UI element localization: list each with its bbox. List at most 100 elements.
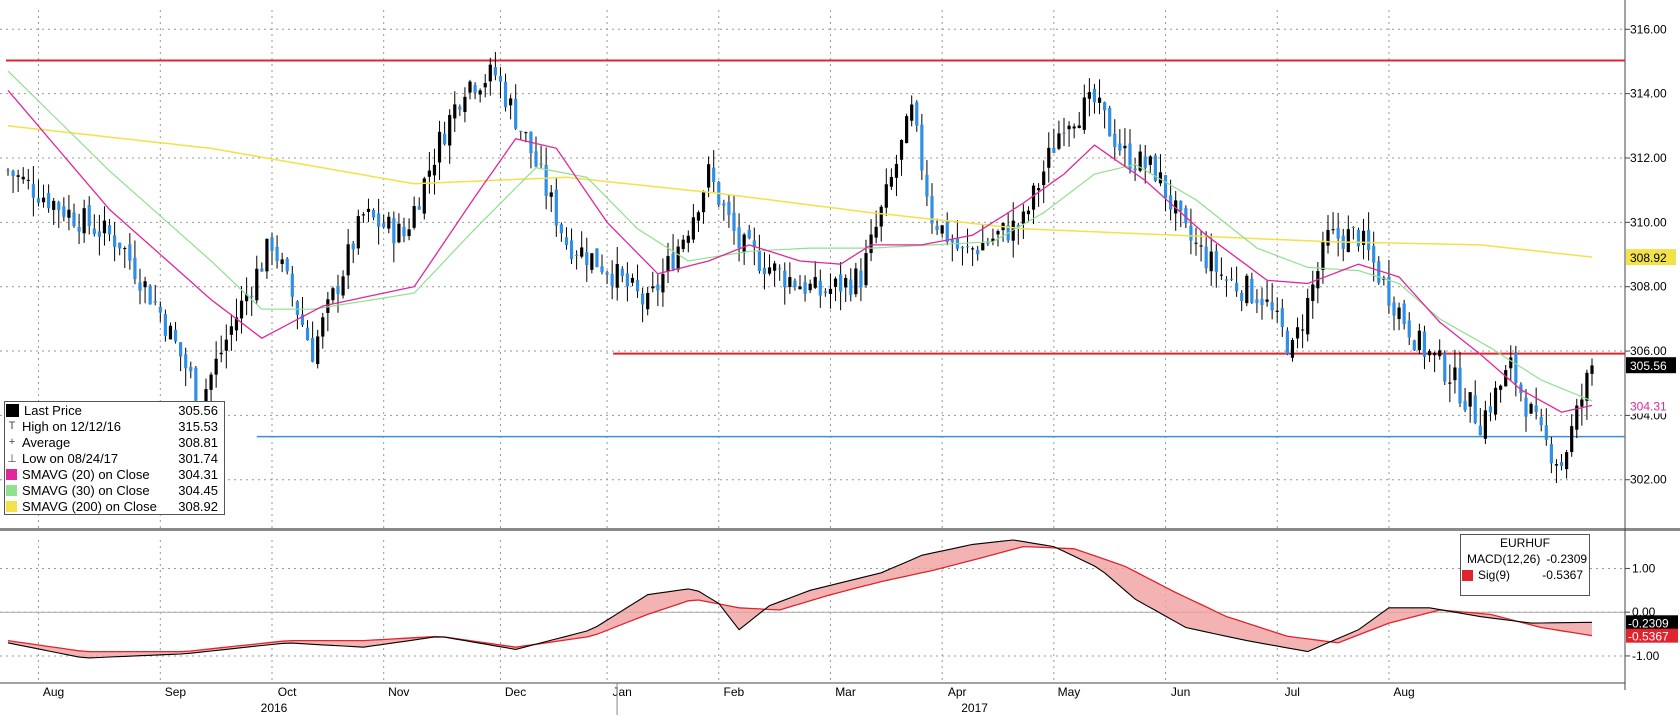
candle-body [1351, 226, 1355, 228]
candle-body [331, 288, 335, 301]
candle-body [1356, 229, 1361, 247]
candle [666, 242, 670, 284]
candle-body [1204, 246, 1208, 269]
x-year-label: 2016 [261, 701, 288, 715]
candle-body [239, 300, 244, 319]
candle-body [519, 130, 523, 132]
candle-body [97, 231, 101, 237]
candle [1392, 296, 1396, 331]
candle-body [234, 317, 239, 331]
candle-body [371, 210, 376, 218]
candle [1524, 389, 1528, 432]
candle [1407, 312, 1411, 345]
sma200-value-label: 308.92 [1630, 251, 1667, 265]
main-legend-item: + Average 308.81 [5, 434, 224, 450]
candle-body [595, 248, 599, 267]
candle-body [971, 248, 975, 250]
candle-body [935, 225, 939, 231]
candle-body [432, 164, 437, 176]
candle-body [427, 170, 431, 177]
candle-body [204, 389, 208, 410]
candle-body [397, 223, 401, 243]
candle-body [62, 206, 66, 217]
candle [412, 196, 416, 230]
candle [1214, 244, 1218, 288]
candle [1458, 351, 1462, 408]
candle [47, 184, 51, 213]
x-month-label: Jun [1171, 685, 1190, 699]
candle-body [1499, 385, 1503, 390]
candle-body [1443, 353, 1447, 382]
candle [1037, 183, 1041, 207]
candle-body [402, 227, 406, 237]
candle-body [849, 279, 853, 295]
candle [894, 154, 899, 197]
candle [1478, 408, 1482, 436]
candle-body [1504, 370, 1508, 387]
macd-value-bg [1626, 615, 1678, 630]
candle-body [47, 192, 51, 209]
legend-label: Low on 08/24/17 [22, 450, 119, 466]
candle-body [778, 268, 782, 270]
candle [1534, 387, 1538, 420]
candle-body [1174, 200, 1178, 214]
x-month-label: Aug [1393, 685, 1414, 699]
candle [920, 113, 924, 180]
candle [600, 254, 604, 275]
candle [641, 287, 645, 323]
candle-body [646, 292, 650, 310]
candle [1372, 231, 1376, 282]
candle [1483, 400, 1487, 444]
candle [417, 197, 421, 210]
candle [686, 230, 690, 253]
candle-body [1544, 425, 1548, 440]
candle-body [1367, 230, 1371, 251]
candle [1113, 119, 1117, 161]
candle-body [1052, 147, 1056, 153]
candle [844, 274, 848, 303]
candle-body [493, 67, 497, 76]
legend-symbol: T [8, 420, 16, 432]
candle [21, 167, 25, 184]
candle-body [498, 76, 503, 82]
candle [1031, 182, 1036, 225]
signal-line [7, 545, 1593, 653]
candle [1351, 226, 1355, 240]
legend-value: 305.56 [178, 402, 218, 418]
candle-body [478, 90, 482, 95]
candle [214, 341, 218, 388]
candle-body [889, 176, 893, 187]
candle-body [184, 354, 188, 369]
candle [326, 291, 330, 332]
sma200-value-label-bg [1626, 249, 1676, 266]
candle [1108, 105, 1112, 137]
legend-label: SMAVG (200) on Close [22, 498, 157, 514]
candle [823, 288, 827, 297]
x-month-label: Feb [724, 685, 745, 699]
candle-body [1118, 143, 1122, 151]
candle [67, 195, 71, 231]
candle-body [448, 114, 452, 146]
candle-body [407, 229, 411, 237]
candle [935, 218, 939, 235]
last-price-label-bg [1626, 357, 1676, 374]
candle-body [1514, 353, 1518, 383]
candle-body [153, 301, 157, 303]
candle [1245, 273, 1249, 307]
candle-body [102, 220, 107, 234]
candle [803, 275, 807, 302]
candle [1260, 287, 1264, 320]
candle [940, 224, 944, 238]
candle-body [1062, 132, 1066, 134]
candle-body [148, 285, 152, 305]
candle [407, 218, 411, 241]
legend-label: High on 12/12/16 [22, 418, 122, 434]
candle-body [813, 277, 817, 288]
candle-body [1285, 330, 1289, 355]
candle-body [554, 189, 558, 226]
candle-body [1148, 156, 1152, 165]
candle-body [1158, 172, 1163, 184]
candle [1270, 283, 1274, 320]
candle [1072, 123, 1076, 139]
candle-body [534, 151, 538, 167]
